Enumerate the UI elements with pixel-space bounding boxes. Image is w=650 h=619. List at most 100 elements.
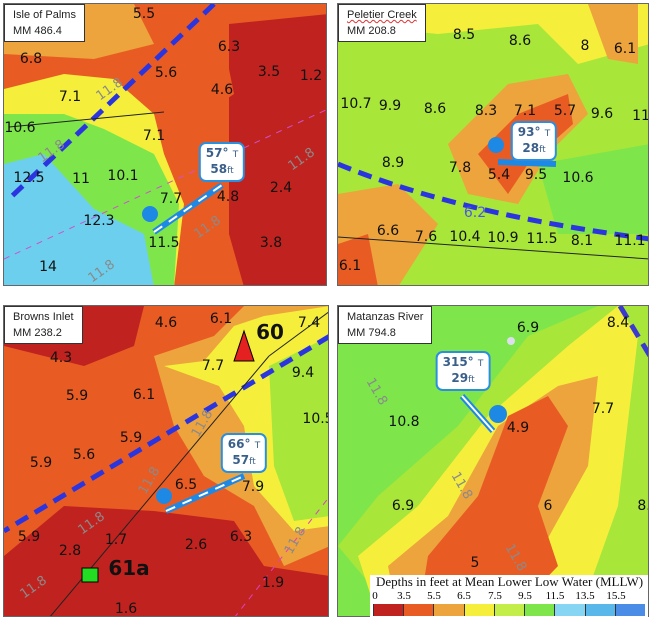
sounding: 4.3 [49, 350, 73, 366]
sounding: 7.7 [201, 358, 225, 374]
sounding: 10.4 [449, 229, 481, 245]
bearing-unit: T [254, 441, 261, 451]
sounding: 5.9 [29, 455, 53, 471]
sounding: 6.1 [132, 387, 156, 403]
map-panel-matanzas-river[interactable]: Matanzas River MM 794.8 6.9 8.4 10.8 4.9 … [337, 305, 649, 617]
sounding: 5.7 [553, 103, 577, 119]
location-label: Browns Inlet MM 238.2 [4, 306, 83, 344]
sounding: 9.4 [291, 365, 315, 381]
sounding: 8 [580, 38, 590, 54]
sounding: 7.9 [241, 479, 265, 495]
sounding: 1.2 [299, 68, 323, 84]
sounding: 5.9 [17, 529, 41, 545]
legend-tick: 6.5 [457, 590, 471, 602]
legend-tick: 7.5 [488, 590, 502, 602]
distance-unit: ft [468, 375, 475, 385]
legend-tick: 15.5 [606, 590, 626, 602]
bearing-unit: T [544, 129, 551, 139]
location-name: Isle of Palms [13, 9, 76, 21]
legend-tick: 3.5 [397, 590, 411, 602]
legend-swatch [403, 604, 434, 616]
map-panel-browns-inlet[interactable]: Browns Inlet MM 238.2 4.6 6.1 7.4 4.3 7.7… [3, 305, 329, 617]
sounding: 6 [543, 498, 553, 514]
sounding: 2.8 [58, 543, 82, 559]
bearing-callout[interactable]: 57° T 58ft [198, 142, 246, 182]
depth-legend: Depths in feet at Mean Lower Low Water (… [370, 575, 648, 617]
sounding: 6.9 [516, 320, 540, 336]
depth-shading [338, 306, 648, 616]
sounding: 4.6 [210, 82, 234, 98]
map-panel-isle-of-palms[interactable]: Isle of Palms MM 486.4 5.5 6.8 6.3 5.6 3.… [3, 3, 327, 286]
bearing-callout[interactable]: 315° T 29ft [435, 351, 491, 391]
distance-value: 28 [522, 141, 540, 155]
daymark-60[interactable]: 60 [256, 320, 284, 344]
sounding: 4.8 [216, 189, 240, 205]
legend-swatch [614, 604, 645, 616]
sounding: 3.8 [259, 235, 283, 251]
legend-swatch [373, 604, 404, 616]
sounding: 7.8 [448, 160, 472, 176]
sounding: 7.6 [414, 229, 438, 245]
sounding: 8.4 [606, 315, 630, 331]
sounding: 7.1 [513, 103, 537, 119]
sounding: 6.1 [338, 258, 362, 274]
sounding: 4.6 [154, 315, 178, 331]
location-label: Matanzas River MM 794.8 [338, 306, 433, 344]
sounding: 1.7 [104, 532, 128, 548]
legend-swatch [584, 604, 615, 616]
bearing-unit: T [477, 359, 484, 369]
legend-color-bar [373, 604, 645, 616]
mile-marker: MM 486.4 [13, 25, 62, 37]
sounding: 9.5 [524, 167, 548, 183]
distance-value: 57 [232, 453, 250, 467]
location-name: Browns Inlet [13, 311, 74, 323]
sounding: 10.5 [302, 411, 328, 427]
sounding: 5.4 [487, 167, 511, 183]
legend-tick: 5.5 [427, 590, 441, 602]
sounding: 10.6 [4, 120, 36, 136]
sounding: 7.7 [591, 401, 615, 417]
sounding: 6.1 [613, 41, 637, 57]
legend-swatch [554, 604, 585, 616]
sounding: 8.3 [474, 103, 498, 119]
distance-value: 58 [210, 162, 228, 176]
location-name: Matanzas River [347, 311, 424, 323]
sounding: 5 [470, 555, 480, 571]
sounding: 8.9 [381, 155, 405, 171]
sounding: 5.6 [154, 65, 178, 81]
sounding: 9.6 [590, 106, 614, 122]
map-panel-peletier-creek[interactable]: Peletier Creek MM 208.8 8.5 8.6 8 6.1 10.… [337, 3, 649, 286]
mile-marker: MM 238.2 [13, 327, 62, 339]
distance-unit: ft [227, 166, 234, 176]
sounding: 11 [72, 171, 90, 187]
sounding: 7.4 [297, 315, 321, 331]
distance-unit: ft [539, 145, 546, 155]
legend-tick: 0 [372, 590, 378, 602]
sounding: 9.9 [378, 98, 402, 114]
legend-tick: 11.5 [545, 590, 565, 602]
daymark-61a[interactable]: 61a [108, 556, 150, 580]
sounding: 11.1 [614, 233, 646, 249]
sounding: 11.5 [526, 231, 558, 247]
sounding: 7.1 [142, 128, 166, 144]
sounding: 4.9 [506, 420, 530, 436]
sounding: 1.9 [261, 575, 285, 591]
sounding: 5.9 [65, 388, 89, 404]
sounding: 12.5 [13, 170, 45, 186]
sounding: 8.5 [452, 27, 476, 43]
sounding: 8.1 [570, 233, 594, 249]
sounding: 6.1 [209, 311, 233, 327]
sounding: 10.1 [107, 168, 139, 184]
mile-marker: MM 794.8 [347, 327, 396, 339]
bearing-unit: T [232, 150, 239, 160]
legend-swatch [524, 604, 555, 616]
sounding: 10.7 [340, 96, 372, 112]
bearing-value: 315° [442, 355, 474, 369]
bearing-value: 93° [517, 125, 541, 139]
bearing-callout[interactable]: 93° T 28ft [510, 121, 558, 161]
sounding: 6.9 [391, 498, 415, 514]
bearing-callout[interactable]: 66° T 57ft [220, 433, 268, 473]
location-label: Peletier Creek MM 208.8 [338, 4, 426, 42]
sounding: 6.6 [376, 223, 400, 239]
location-name: Peletier Creek [347, 9, 417, 21]
